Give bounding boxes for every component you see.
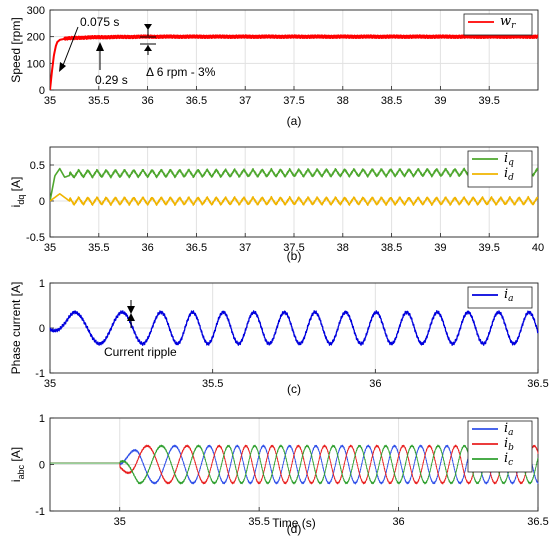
iabc-line bbox=[49, 444, 539, 485]
x-tick-label: 37.5 bbox=[283, 242, 304, 254]
plot-frame bbox=[49, 9, 539, 91]
panel-caption: (a) bbox=[287, 114, 302, 128]
x-tick-label: 39 bbox=[434, 242, 446, 254]
x-tick-label: 36.5 bbox=[527, 378, 548, 390]
x-tick-label: 36 bbox=[392, 516, 404, 528]
x-tick-label: 35.5 bbox=[202, 378, 223, 390]
arrow-head bbox=[144, 45, 152, 51]
x-tick-label: 35 bbox=[44, 95, 56, 107]
y-tick-label: -1 bbox=[35, 506, 45, 518]
x-tick-label: 37 bbox=[239, 95, 251, 107]
x-tick-label: 38.5 bbox=[381, 242, 402, 254]
y-axis-label: Speed [rpm] bbox=[9, 17, 23, 82]
y-tick-label: 0 bbox=[39, 196, 45, 208]
arrow-head bbox=[127, 313, 135, 321]
x-tick-label: 36 bbox=[141, 242, 153, 254]
legend-entry: ic bbox=[504, 451, 513, 468]
y-tick-label: 0 bbox=[39, 85, 45, 97]
y-tick-label: 200 bbox=[27, 32, 45, 44]
x-tick-label: 36 bbox=[141, 95, 153, 107]
y-tick-label: 100 bbox=[27, 58, 45, 70]
idq-line bbox=[50, 167, 538, 202]
legend-entry: id bbox=[504, 166, 514, 183]
annotation-rise-time: 0.075 s bbox=[80, 15, 119, 29]
x-tick-label: 36.5 bbox=[186, 95, 207, 107]
arrow-head bbox=[59, 62, 66, 72]
x-tick-label: 35.5 bbox=[88, 242, 109, 254]
arrow-line bbox=[61, 26, 79, 69]
y-axis-label: Phase current [A] bbox=[9, 282, 23, 375]
y-tick-label: 0.5 bbox=[30, 160, 45, 172]
x-tick-label: 39.5 bbox=[478, 95, 499, 107]
y-axis-label: iabc [A] bbox=[9, 447, 26, 482]
panel-caption: (b) bbox=[287, 249, 302, 263]
x-tick-label: 35 bbox=[44, 242, 56, 254]
y-tick-label: 0 bbox=[39, 460, 45, 472]
y-tick-label: -1 bbox=[35, 368, 45, 380]
x-tick-label: 35 bbox=[114, 516, 126, 528]
x-tick-label: 37 bbox=[239, 242, 251, 254]
speed-line bbox=[50, 34, 538, 90]
x-tick-label: 36 bbox=[369, 378, 381, 390]
series-id bbox=[50, 193, 538, 206]
legend-entry: wr bbox=[500, 14, 516, 31]
x-tick-label: 38.5 bbox=[381, 95, 402, 107]
series-wr bbox=[50, 34, 538, 90]
panel-caption: (d) bbox=[287, 522, 302, 536]
x-tick-label: 36.5 bbox=[527, 516, 548, 528]
x-tick-label: 38 bbox=[337, 95, 349, 107]
chart-3: 35 35.5 36 36.5 -1 0 1 Phase current [A] (c) Curr… bbox=[9, 278, 549, 396]
chart-4: 35 35.5 36 36.5 -1 0 1 iabc [A] Time (s)(d) iaibi… bbox=[9, 413, 549, 536]
panel-caption: (c) bbox=[287, 382, 301, 396]
y-tick-label: 0 bbox=[39, 323, 45, 335]
x-tick-label: 37.5 bbox=[283, 95, 304, 107]
annotations: Current ripple bbox=[104, 300, 177, 359]
annotations: 0.075 s 0.29 s Δ 6 rpm - 3% bbox=[59, 15, 216, 87]
y-axis-label: idq [A] bbox=[9, 177, 26, 208]
x-tick-label: 35.5 bbox=[248, 516, 269, 528]
legend-box bbox=[467, 150, 533, 188]
legend-entry: ia bbox=[504, 421, 514, 438]
plot-frame bbox=[49, 417, 539, 512]
legend-entry: ia bbox=[504, 287, 514, 304]
x-tick-label: 36.5 bbox=[186, 242, 207, 254]
x-axis-label: Time (s) bbox=[272, 516, 316, 530]
legend: ia bbox=[467, 286, 533, 309]
y-tick-label: -0.5 bbox=[26, 232, 45, 244]
y-tick-label: 1 bbox=[39, 278, 45, 290]
annotation-settling-time: 0.29 s bbox=[95, 73, 128, 87]
legend-box bbox=[467, 286, 533, 309]
series-iq bbox=[50, 167, 538, 202]
legend-entry: ib bbox=[504, 436, 514, 453]
annotation-current-ripple: Current ripple bbox=[104, 345, 177, 359]
x-tick-label: 35.5 bbox=[88, 95, 109, 107]
annotation-ripple: Δ 6 rpm - 3% bbox=[146, 65, 216, 79]
chart-2: 35 35.5 36 36.5 37 37.5 38 38.5 39 39.5 40 -0.5 0 0.5… bbox=[9, 146, 544, 263]
arrow-head bbox=[127, 306, 135, 314]
x-tick-label: 35 bbox=[44, 378, 56, 390]
chart-1: 35 35.5 36 36.5 37 37.5 38 38.5 39 39.5 0 100 200 300… bbox=[9, 5, 539, 128]
y-tick-label: 1 bbox=[39, 413, 45, 425]
x-tick-label: 39 bbox=[434, 95, 446, 107]
x-tick-label: 38 bbox=[337, 242, 349, 254]
legend-entry: iq bbox=[504, 151, 514, 168]
x-tick-label: 39.5 bbox=[478, 242, 499, 254]
x-tick-label: 40 bbox=[532, 242, 544, 254]
legend-box bbox=[463, 13, 533, 36]
idq-line bbox=[50, 193, 538, 206]
plot-frame bbox=[49, 146, 539, 238]
legend: wr bbox=[463, 13, 533, 36]
arrow-head bbox=[96, 42, 104, 51]
y-tick-label: 300 bbox=[27, 5, 45, 17]
series-ic bbox=[49, 444, 539, 485]
